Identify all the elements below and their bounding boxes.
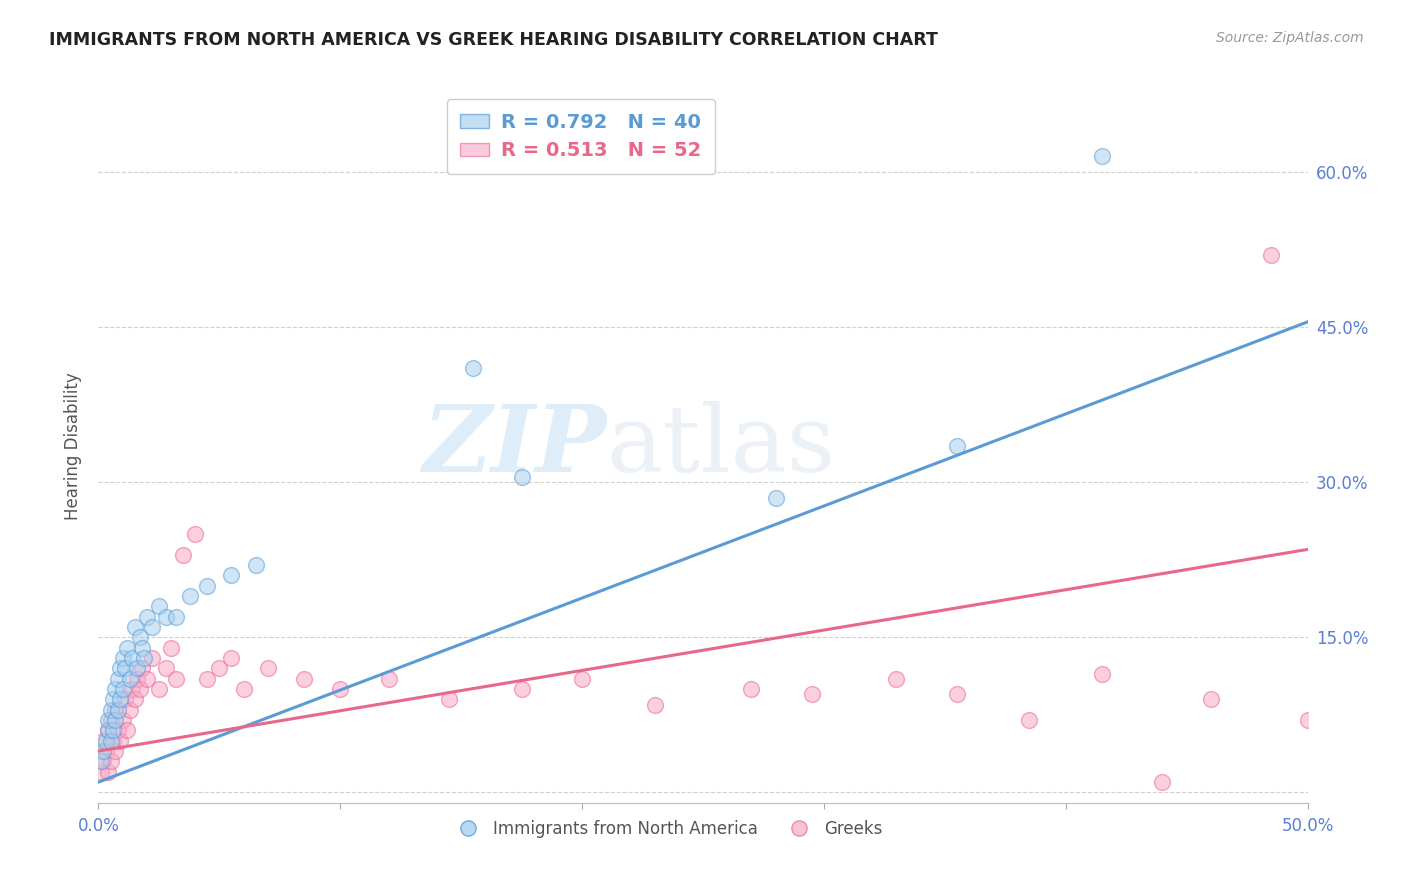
Point — [292, 672, 315, 686]
Point — [114, 692, 136, 706]
Text: Source: ZipAtlas.com: Source: ZipAtlas.com — [1216, 31, 1364, 45]
Point — [128, 681, 150, 696]
Point — [740, 681, 762, 696]
Point — [117, 640, 139, 655]
Point — [108, 733, 131, 747]
Point — [946, 687, 969, 701]
Point — [91, 733, 114, 747]
Point — [179, 589, 201, 603]
Point — [100, 703, 122, 717]
Point — [127, 661, 149, 675]
Point — [127, 672, 149, 686]
Point — [97, 723, 120, 738]
Point — [100, 755, 122, 769]
Point — [946, 439, 969, 453]
Y-axis label: Hearing Disability: Hearing Disability — [63, 372, 82, 520]
Point — [148, 599, 170, 614]
Point — [104, 703, 127, 717]
Point — [101, 733, 124, 747]
Point — [101, 723, 124, 738]
Point — [91, 755, 114, 769]
Point — [111, 713, 134, 727]
Point — [221, 568, 243, 582]
Point — [245, 558, 267, 572]
Point — [97, 713, 120, 727]
Point — [155, 661, 177, 675]
Point — [100, 733, 122, 747]
Point — [165, 609, 187, 624]
Text: IMMIGRANTS FROM NORTH AMERICA VS GREEK HEARING DISABILITY CORRELATION CHART: IMMIGRANTS FROM NORTH AMERICA VS GREEK H… — [49, 31, 938, 49]
Point — [141, 620, 163, 634]
Text: ZIP: ZIP — [422, 401, 606, 491]
Point — [329, 681, 352, 696]
Point — [111, 681, 134, 696]
Point — [124, 692, 146, 706]
Point — [131, 640, 153, 655]
Point — [195, 579, 218, 593]
Point — [155, 609, 177, 624]
Point — [510, 470, 533, 484]
Point — [118, 703, 141, 717]
Point — [107, 723, 129, 738]
Text: atlas: atlas — [606, 401, 835, 491]
Point — [117, 723, 139, 738]
Point — [172, 548, 194, 562]
Point — [124, 620, 146, 634]
Point — [104, 681, 127, 696]
Point — [184, 527, 207, 541]
Point — [131, 661, 153, 675]
Point — [121, 681, 143, 696]
Point — [108, 661, 131, 675]
Point — [765, 491, 787, 505]
Point — [101, 692, 124, 706]
Point — [135, 672, 157, 686]
Point — [108, 692, 131, 706]
Point — [1296, 713, 1319, 727]
Point — [1199, 692, 1222, 706]
Point — [100, 713, 122, 727]
Point — [886, 672, 908, 686]
Point — [221, 651, 243, 665]
Legend: Immigrants from North America, Greeks: Immigrants from North America, Greeks — [444, 814, 889, 845]
Point — [377, 672, 399, 686]
Point — [571, 672, 593, 686]
Point — [208, 661, 231, 675]
Point — [510, 681, 533, 696]
Point — [148, 681, 170, 696]
Point — [1018, 713, 1040, 727]
Point — [90, 764, 112, 779]
Point — [104, 744, 127, 758]
Point — [195, 672, 218, 686]
Point — [121, 651, 143, 665]
Point — [94, 744, 117, 758]
Point — [135, 609, 157, 624]
Point — [232, 681, 254, 696]
Point — [165, 672, 187, 686]
Point — [800, 687, 823, 701]
Point — [91, 744, 114, 758]
Point — [111, 651, 134, 665]
Point — [94, 733, 117, 747]
Point — [97, 764, 120, 779]
Point — [1091, 666, 1114, 681]
Point — [107, 703, 129, 717]
Point — [134, 651, 156, 665]
Point — [160, 640, 183, 655]
Point — [256, 661, 278, 675]
Point — [114, 661, 136, 675]
Point — [463, 361, 485, 376]
Point — [141, 651, 163, 665]
Point — [1152, 775, 1174, 789]
Point — [104, 713, 127, 727]
Point — [97, 723, 120, 738]
Point — [90, 755, 112, 769]
Point — [128, 630, 150, 644]
Point — [644, 698, 666, 712]
Point — [437, 692, 460, 706]
Point — [107, 672, 129, 686]
Point — [118, 672, 141, 686]
Point — [1091, 149, 1114, 163]
Point — [1260, 248, 1282, 262]
